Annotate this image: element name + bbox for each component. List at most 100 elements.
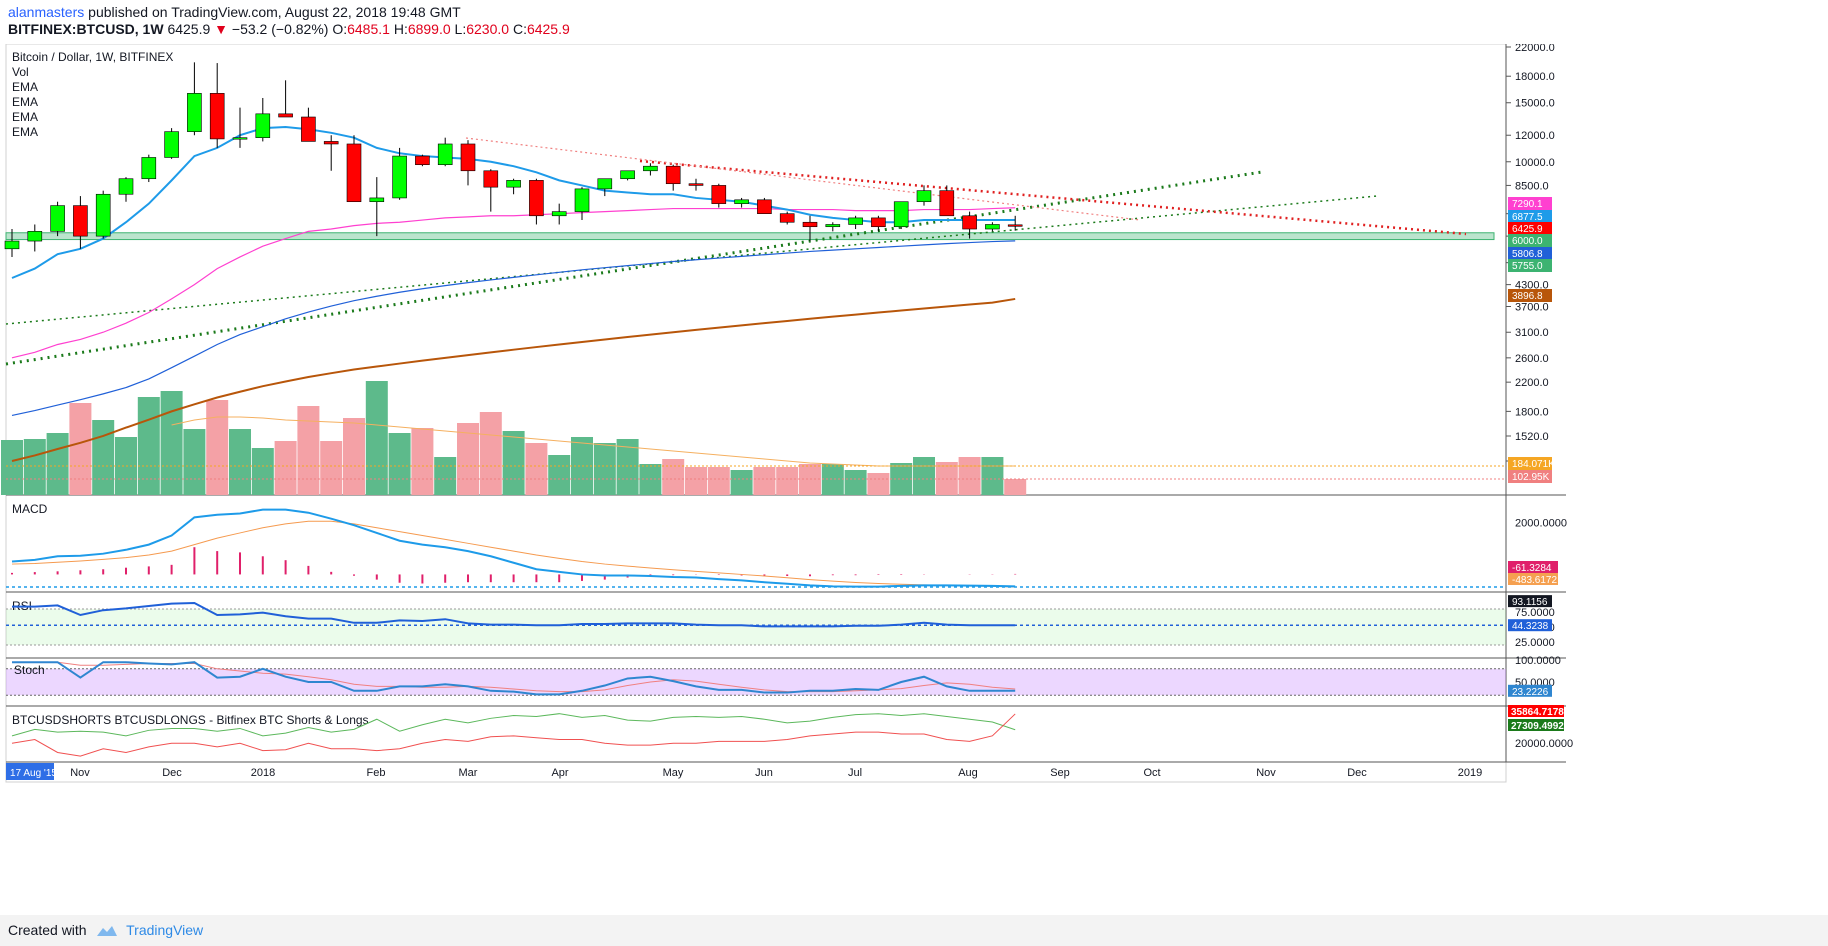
time-axis-label: Jun — [755, 767, 773, 779]
candle-body — [1007, 224, 1023, 227]
candle-body — [460, 143, 476, 172]
candle-body — [369, 197, 385, 203]
candle-body — [597, 178, 613, 190]
volume-bar — [388, 433, 411, 495]
volume-bar — [343, 418, 365, 495]
volume-bar — [662, 459, 685, 495]
candle-body — [95, 193, 111, 237]
legend-item: EMA — [12, 125, 38, 139]
time-axis-label: 2019 — [1458, 767, 1482, 779]
candle — [118, 177, 134, 202]
candle-body — [529, 180, 544, 217]
volume-bar — [707, 467, 730, 495]
volume-bars — [1, 381, 1027, 495]
chart-title: Bitcoin / Dollar, 1W, BITFINEX — [12, 50, 173, 64]
volume-bar — [411, 428, 434, 495]
volume-bar — [365, 381, 388, 495]
candle-body — [893, 201, 909, 228]
price-change: −53.2 (−0.82%) — [231, 21, 329, 37]
candle-body — [323, 141, 339, 145]
axis-price-label: 184.071K — [1508, 457, 1555, 470]
axis-price-label-text: 5755.0 — [1512, 261, 1543, 272]
publish-line: alanmasters published on TradingView.com… — [8, 4, 461, 20]
candle — [620, 170, 635, 181]
volume-bar — [913, 457, 935, 495]
time-axis-label: Oct — [1143, 767, 1160, 779]
ema-blue-line — [11, 240, 1016, 417]
author-link[interactable]: alanmasters — [8, 4, 85, 20]
time-cursor-label: 17 Aug '15 — [10, 768, 57, 779]
volume-bar — [92, 420, 115, 495]
candle — [893, 201, 909, 230]
tradingview-logo-icon — [97, 926, 118, 937]
low-label: L: — [454, 21, 467, 37]
candle — [597, 178, 613, 197]
price-tick-label: 2200.0 — [1515, 377, 1549, 389]
time-axis-label: Sep — [1050, 767, 1070, 779]
time-axis-label: Jul — [848, 767, 862, 779]
candle-body — [962, 215, 977, 230]
volume-bar — [525, 443, 548, 495]
axis-price-label-bg — [1508, 222, 1552, 235]
volume-bar — [1, 440, 23, 495]
support-zone — [5, 232, 1495, 241]
uptrend-line-thin — [5, 195, 1378, 325]
time-axis-label: May — [663, 767, 684, 779]
high-value: 6899.0 — [407, 21, 451, 37]
candle-body — [27, 231, 43, 242]
rsi-tick-label: 93.1156 — [1512, 597, 1548, 608]
stoch-value-label: 23.2226 — [1512, 687, 1549, 698]
candle — [232, 107, 248, 148]
candle-body — [643, 165, 658, 172]
axis-price-label-text: 6425.9 — [1512, 224, 1543, 235]
stoch-k-line — [12, 661, 1016, 696]
axis-price-label-text: 102.95K — [1512, 472, 1550, 483]
candle-body — [392, 155, 407, 199]
candle-body — [665, 165, 681, 185]
axis-price-label-bg — [1508, 457, 1552, 470]
ema-pink-line — [11, 207, 1016, 359]
candle — [779, 211, 795, 225]
axis-price-label: 5806.8 — [1508, 247, 1552, 260]
close-label: C: — [512, 21, 527, 37]
tradingview-link[interactable]: TradingView — [126, 922, 204, 938]
candle-body — [985, 224, 1000, 230]
candle — [734, 197, 749, 208]
candle-body — [483, 170, 499, 188]
price-tick-label: 1520.0 — [1515, 431, 1549, 443]
volume-bar — [958, 457, 981, 495]
macd-label: MACD — [12, 502, 48, 516]
candle — [346, 135, 362, 203]
volume-bar — [593, 443, 616, 495]
candle-body — [779, 213, 795, 223]
price-tick-label: 2600.0 — [1515, 353, 1549, 365]
chart-canvas[interactable]: 22000.0 18000.0 15000.0 12000.0 10000.0 8500.… — [0, 44, 1828, 915]
rsi-value-bg — [1508, 619, 1552, 632]
candle — [141, 154, 157, 183]
volume-bar — [730, 470, 753, 495]
volume-bar — [229, 429, 251, 495]
candle — [323, 135, 339, 171]
volume-bar — [251, 448, 274, 495]
legend-item: Vol — [12, 65, 29, 79]
macd-value-label-bg — [1508, 561, 1558, 573]
candle-body — [437, 143, 453, 166]
volume-bar — [821, 464, 844, 495]
candle-body — [688, 183, 704, 186]
volume-bar — [46, 433, 69, 495]
candle-body — [301, 116, 316, 142]
axis-price-label-bg — [1508, 247, 1552, 260]
candle — [164, 128, 179, 159]
candle-body — [141, 157, 157, 180]
axis-price-label: 5755.0 — [1508, 259, 1552, 272]
candle-body — [551, 211, 567, 217]
volume-bar — [69, 403, 92, 495]
candle — [415, 154, 430, 167]
candles — [4, 62, 1023, 257]
candle — [278, 80, 293, 118]
volume-bar — [457, 423, 479, 495]
time-axis-label: Mar — [459, 767, 478, 779]
axis-price-label: 6877.5 — [1508, 210, 1552, 223]
candle — [95, 190, 111, 239]
legend-item: EMA — [12, 80, 38, 94]
